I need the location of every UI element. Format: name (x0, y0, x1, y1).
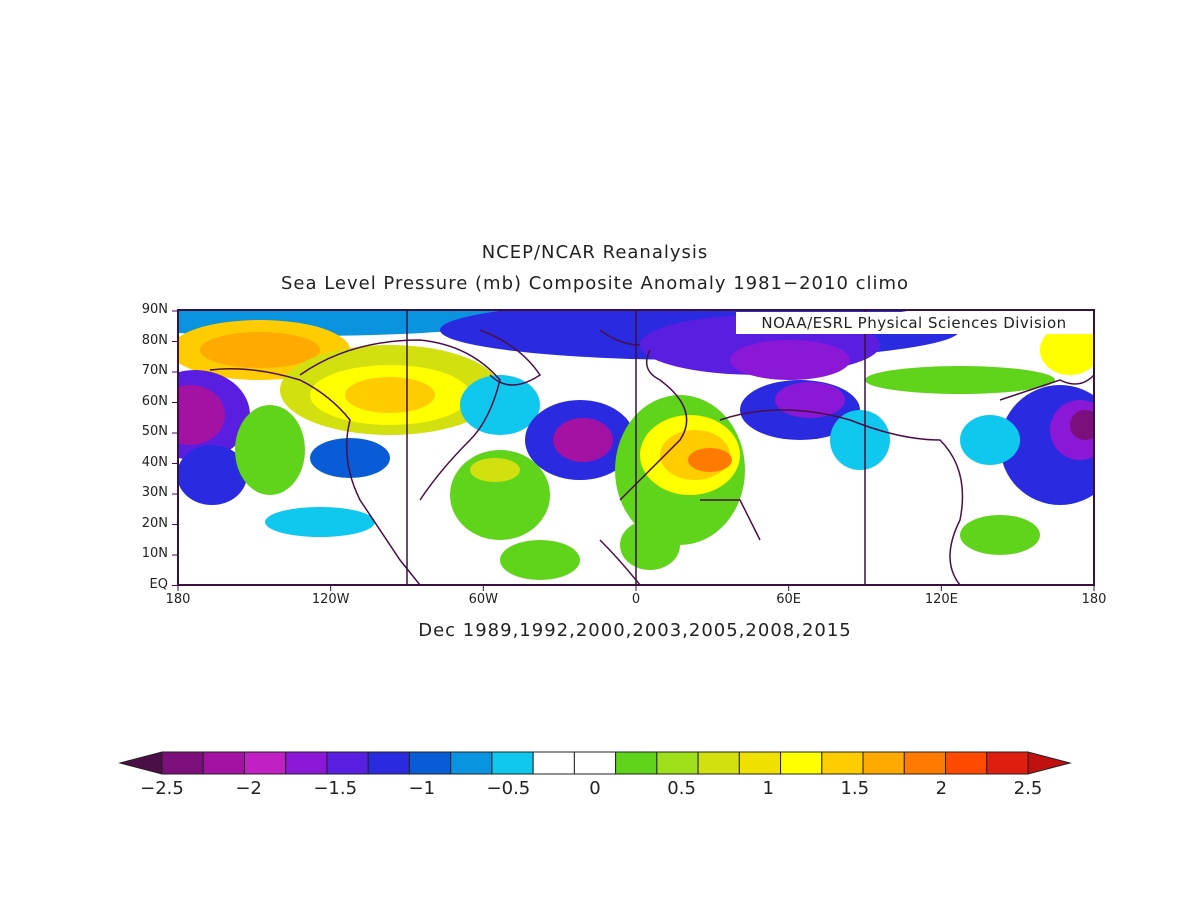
colorbar-label: −1.5 (313, 778, 358, 799)
colorbar (118, 751, 1072, 775)
lon-label: 180 (165, 592, 191, 607)
anomaly-region (460, 375, 540, 435)
colorbar-swatch (780, 751, 823, 775)
colorbar-label: −2.5 (140, 778, 184, 799)
colorbar-label: 2.5 (1013, 778, 1043, 799)
lon-label: 0 (631, 592, 641, 607)
colorbar-swatch (491, 751, 534, 775)
anomaly-region (553, 418, 613, 462)
lat-label: 90N (141, 302, 168, 317)
credit-label: NOAA/ESRL Physical Sciences Division (736, 312, 1092, 334)
anomaly-region (200, 332, 320, 368)
anomaly-region (345, 377, 435, 413)
colorbar-swatch (656, 751, 699, 775)
lat-label: 20N (141, 515, 168, 531)
anomaly-region (470, 458, 520, 482)
colorbar-label: −1 (408, 778, 436, 799)
colorbar-label: 1 (762, 778, 774, 799)
anomaly-region (178, 385, 225, 445)
lat-label: 30N (141, 485, 168, 500)
lat-label: EQ (149, 576, 168, 592)
anomaly-region (688, 448, 732, 472)
map-field (178, 310, 1094, 585)
lat-label: 60N (141, 393, 168, 409)
colorbar-swatch (573, 751, 617, 775)
anomaly-region (1070, 410, 1094, 440)
date-subtitle: Dec 1989,1992,2000,2003,2005,2008,2015 (418, 620, 852, 641)
axis-ticks (172, 310, 1095, 591)
lon-label: 60E (776, 592, 802, 607)
lon-label: 180 (1081, 592, 1107, 607)
lat-label: 70N (141, 363, 168, 378)
lat-label: 10N (141, 546, 168, 561)
colorbar-label: 1.5 (840, 778, 870, 799)
anomaly-region (960, 415, 1020, 465)
anomaly-region (960, 515, 1040, 555)
anomaly-region (500, 540, 580, 580)
anomaly-region (1040, 325, 1094, 375)
title-line-1: NCEP/NCAR Reanalysis (481, 242, 709, 263)
lat-label: 50N (141, 424, 168, 439)
colorbar-swatch (697, 751, 740, 775)
anomaly-region (178, 445, 247, 505)
colorbar-label: 2 (935, 778, 948, 799)
colorbar-swatch (326, 751, 369, 775)
colorbar-swatch (367, 751, 410, 775)
colorbar-swatch (243, 751, 287, 775)
anomaly-region (310, 438, 390, 478)
colorbar-swatch (285, 751, 328, 775)
colorbar-swatch (408, 751, 452, 775)
colorbar-label: −0.5 (486, 778, 531, 799)
colorbar-label: −2 (235, 778, 262, 799)
anomaly-region (865, 366, 1055, 394)
title-line-2: Sea Level Pressure (mb) Composite Anomal… (280, 273, 910, 294)
colorbar-high-arrow (1027, 751, 1072, 775)
colorbar-swatch (738, 751, 782, 775)
colorbar-swatch (945, 751, 988, 775)
colorbar-swatch (161, 751, 204, 775)
lon-label: 60W (468, 592, 499, 607)
colorbar-swatch (202, 751, 245, 775)
colorbar-swatch (986, 751, 1029, 775)
colorbar-swatch (862, 751, 905, 775)
colorbar-swatch (821, 751, 864, 775)
lon-label: 120E (924, 592, 958, 607)
anomaly-region (235, 405, 305, 495)
lat-label: 80N (141, 332, 168, 348)
lat-label: 40N (141, 454, 168, 470)
anomaly-region (730, 340, 850, 380)
colorbar-label: 0.5 (667, 778, 696, 799)
anomaly-region (830, 410, 890, 470)
anomaly-region (265, 507, 375, 537)
anomaly-region (620, 520, 680, 570)
colorbar-swatch (615, 751, 658, 775)
colorbar-low-arrow (118, 751, 163, 775)
lon-label: 120W (311, 592, 350, 607)
colorbar-swatch (532, 751, 575, 775)
anomaly-region (775, 382, 845, 418)
colorbar-label: 0 (589, 778, 601, 799)
colorbar-swatch (903, 751, 947, 775)
colorbar-swatch (450, 751, 493, 775)
